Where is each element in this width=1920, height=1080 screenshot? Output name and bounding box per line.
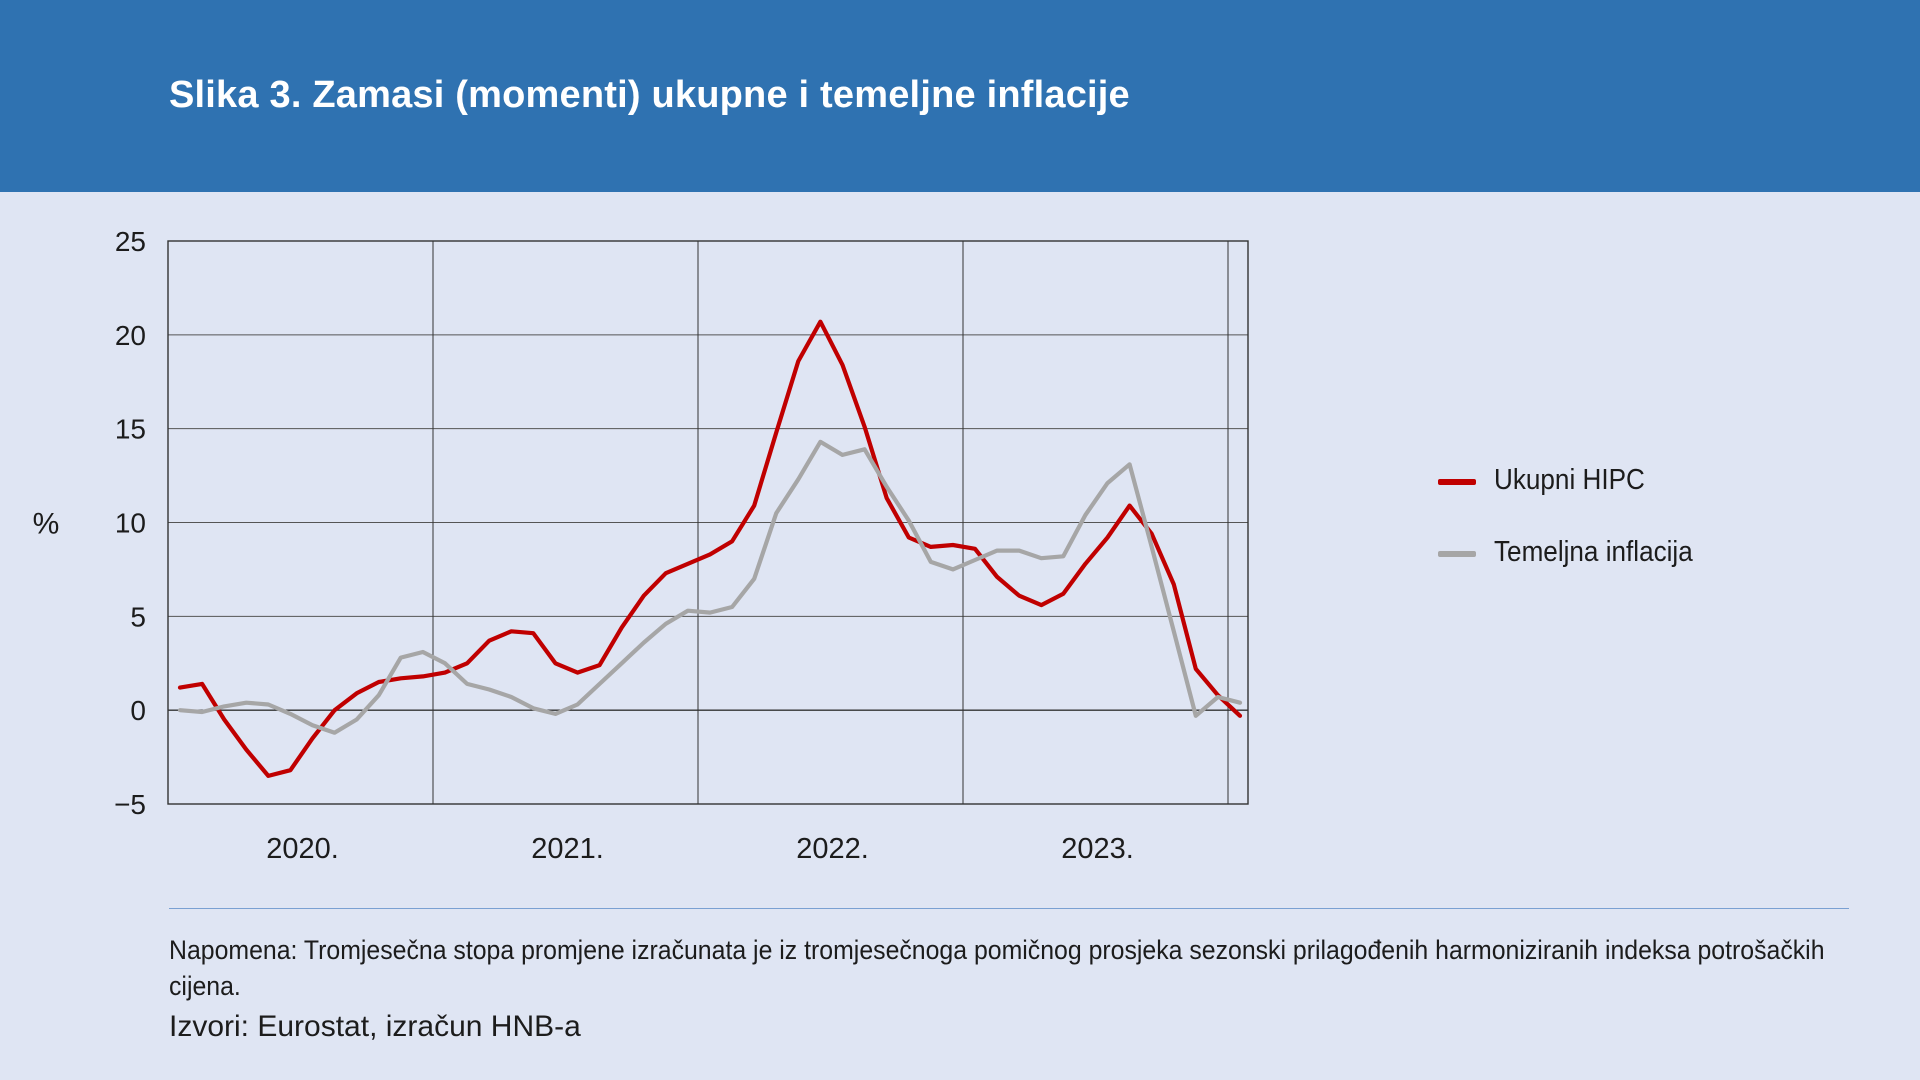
x-tick-label: 2023.: [1061, 833, 1134, 865]
chart-title: Slika 3. Zamasi (momenti) ukupne i temel…: [169, 74, 1130, 116]
legend-swatch-core: [1438, 551, 1476, 557]
series-line-hipc: [177, 319, 1243, 779]
y-axis-label: %: [33, 508, 60, 541]
series-line-core: [177, 439, 1243, 735]
legend-label-hipc: Ukupni HIPC: [1494, 464, 1645, 496]
footer-divider: [169, 908, 1849, 909]
x-tick-label: 2022.: [796, 833, 869, 865]
x-tick-label: 2020.: [266, 833, 339, 865]
legend-label-core: Temeljna inflacija: [1494, 536, 1693, 568]
sources-text: Izvori: Eurostat, izračun HNB-a: [169, 1010, 581, 1043]
plot-frame: [167, 240, 1249, 805]
y-tick-label: 0: [130, 695, 146, 726]
x-tick-label: 2021.: [531, 833, 604, 865]
line-chart: 25 20 15 10 5 0 −5 2020. 2021. 2022. 2023.%: [33, 226, 1249, 865]
y-tick-label: 5: [130, 601, 146, 632]
y-tick-label: 25: [115, 226, 146, 257]
y-tick-label: −5: [114, 789, 146, 820]
header-banner: Slika 3. Zamasi (momenti) ukupne i temel…: [0, 0, 1920, 192]
y-tick-label: 15: [115, 414, 146, 445]
y-tick-label: 10: [115, 508, 146, 539]
y-tick-label: 20: [115, 320, 146, 351]
legend-swatch-hipc: [1438, 479, 1476, 485]
footnote: Napomena: Tromjesečna stopa promjene izr…: [169, 935, 1825, 1001]
